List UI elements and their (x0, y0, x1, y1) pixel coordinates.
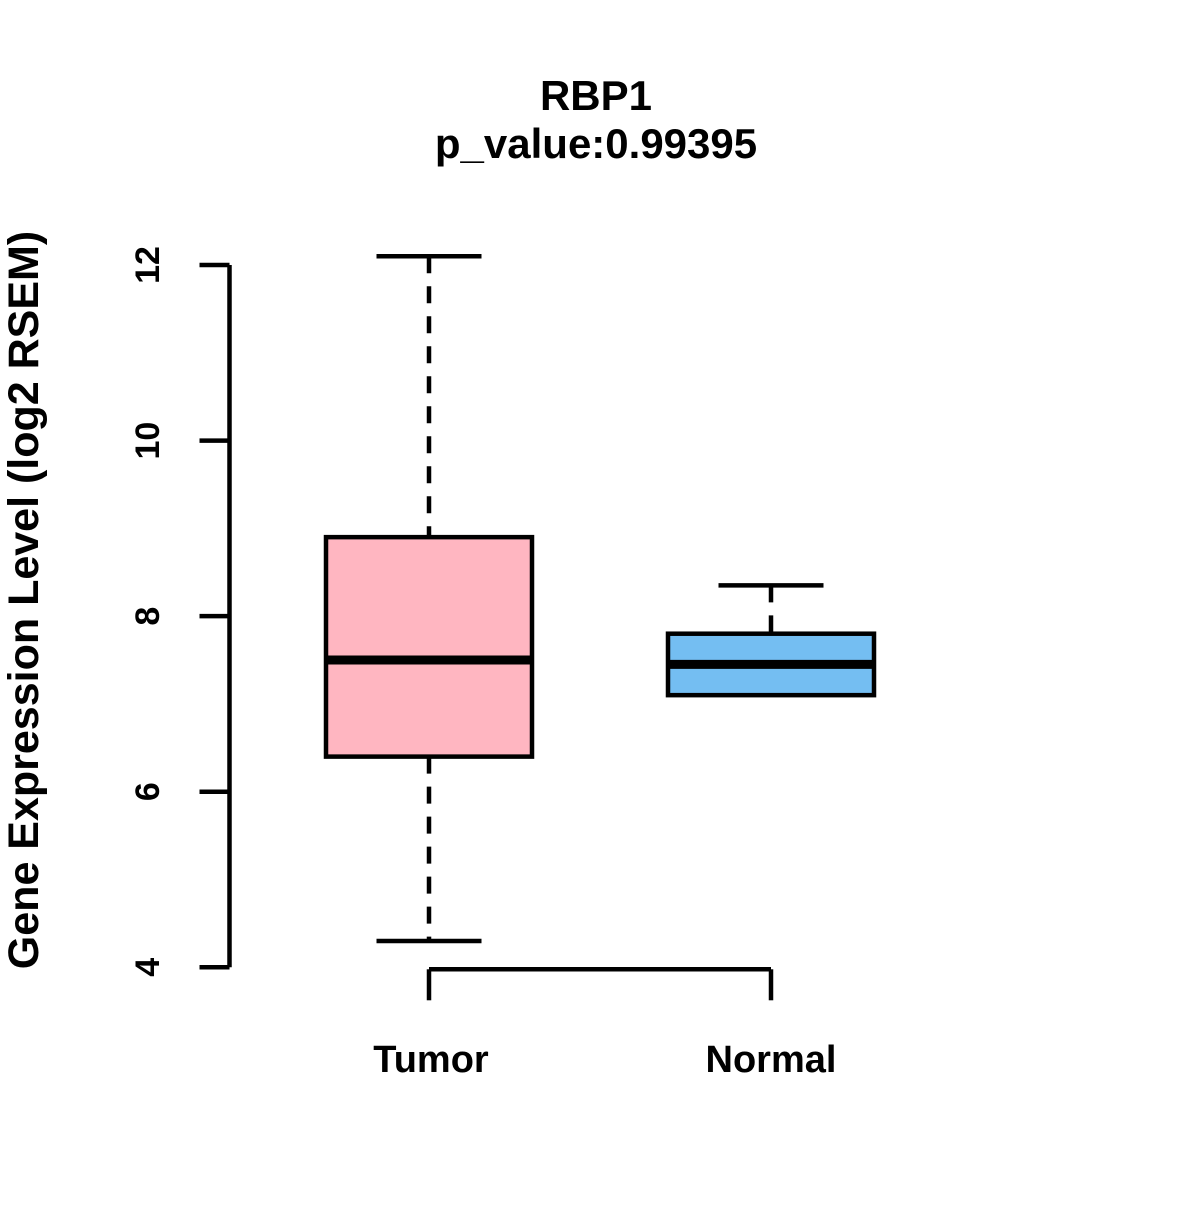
y-tick-label-4: 4 (129, 958, 167, 977)
tumor-box (323, 534, 535, 759)
chart-subtitle-pvalue: p_value:0.99395 (435, 120, 757, 167)
y-tick-label-10: 10 (129, 422, 167, 460)
chart-title: RBP1 (540, 72, 652, 119)
y-tick-label-8: 8 (129, 607, 167, 626)
x-category-label-normal: Normal (706, 1039, 837, 1081)
y-tick-label-6: 6 (129, 782, 167, 801)
y-tick-label-12: 12 (129, 246, 167, 284)
plot-geometry (199, 253, 877, 1001)
y-axis-label: Gene Expression Level (log2 RSEM) (0, 231, 48, 969)
x-category-label-tumor: Tumor (373, 1039, 489, 1081)
